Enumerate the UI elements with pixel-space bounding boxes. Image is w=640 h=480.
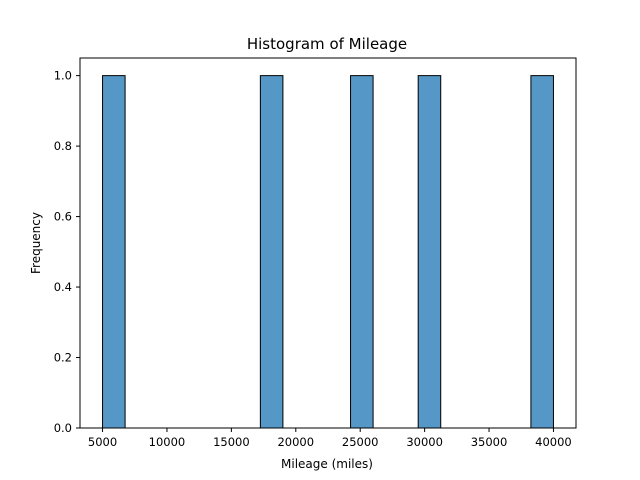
y-tick-label: 0.6 (54, 210, 72, 224)
chart-title: Histogram of Mileage (247, 35, 407, 53)
histogram-bar-4 (530, 75, 554, 429)
histogram-bar-1 (259, 75, 284, 429)
x-tick-label: 5000 (88, 435, 117, 449)
x-axis-label: Mileage (miles) (281, 457, 373, 471)
histogram-bar-3 (417, 75, 442, 429)
x-axis-ticks: 5000 10000 15000 20000 25000 30000 35000 40000 (88, 428, 572, 449)
y-tick-label: 0.2 (54, 351, 72, 365)
y-axis-label: Frequency (29, 212, 43, 274)
y-tick-label: 0.8 (54, 139, 72, 153)
x-tick-label: 35000 (471, 435, 508, 449)
y-tick-label: 1.0 (54, 69, 72, 83)
histogram-bar-0 (102, 75, 126, 429)
y-axis-ticks: 0.0 0.2 0.4 0.6 0.8 1.0 (54, 69, 80, 435)
x-tick-label: 40000 (535, 435, 572, 449)
x-tick-label: 25000 (342, 435, 379, 449)
x-tick-label: 30000 (406, 435, 443, 449)
x-tick-label: 20000 (277, 435, 314, 449)
y-tick-label: 0.4 (54, 280, 72, 294)
x-tick-label: 15000 (213, 435, 250, 449)
bars-group (102, 75, 554, 429)
plot-frame (79, 57, 577, 429)
histogram-bar-2 (350, 75, 374, 429)
y-tick-label: 0.0 (54, 421, 72, 435)
x-tick-label: 10000 (149, 435, 186, 449)
